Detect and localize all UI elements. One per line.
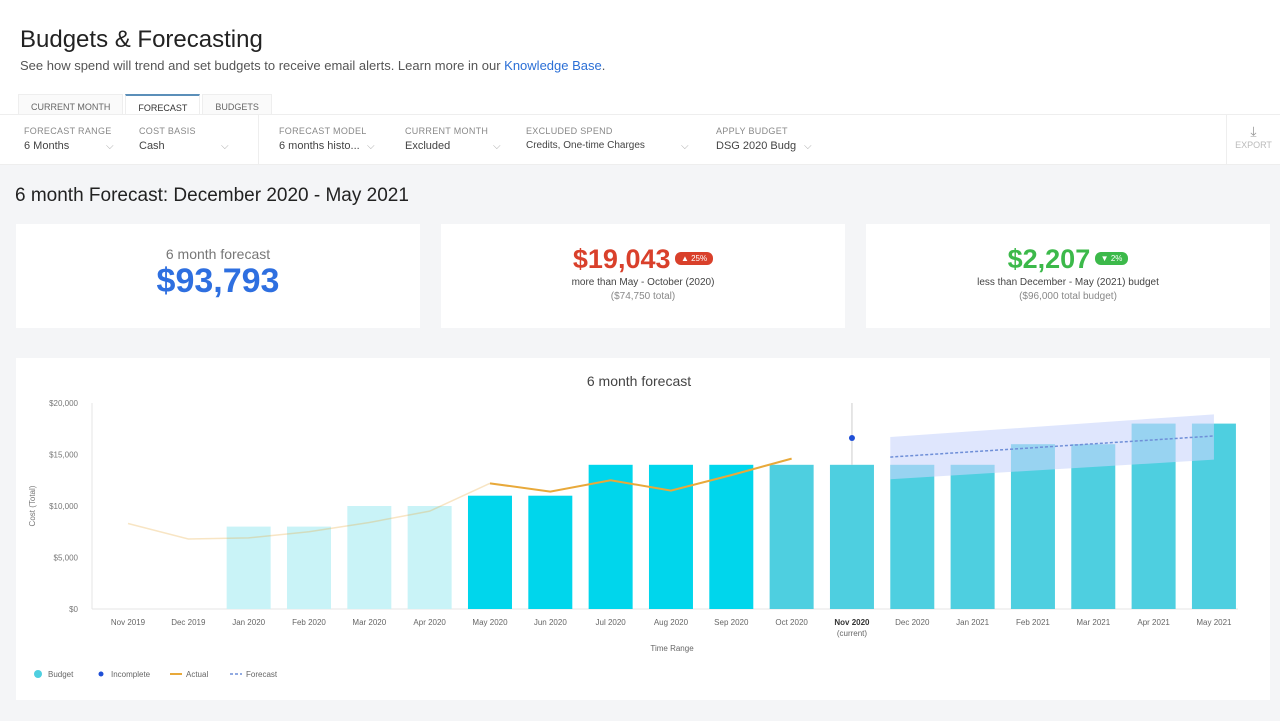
x-tick-label: Nov 2020 — [834, 618, 870, 627]
legend-incomplete-icon — [98, 671, 104, 677]
budget-bar — [709, 464, 754, 609]
budget-bar — [347, 506, 392, 609]
forecast-range-select[interactable]: FORECAST RANGE 6 Months ⌵ — [24, 126, 114, 152]
budget-bar — [467, 495, 512, 609]
section-title: 6 month Forecast: December 2020 - May 20… — [15, 185, 409, 206]
budget-bar — [769, 464, 814, 609]
x-tick-label: Feb 2021 — [1016, 618, 1050, 627]
x-tick-label: Jun 2020 — [534, 618, 567, 627]
actual-line — [489, 457, 792, 493]
x-tick-sublabel: (current) — [837, 629, 868, 638]
chevron-down-icon: ⌵ — [106, 141, 114, 152]
page-title: Budgets & Forecasting — [20, 26, 263, 53]
chevron-down-icon: ⌵ — [493, 141, 501, 152]
x-tick-label: Nov 2019 — [111, 618, 146, 627]
legend-budget-icon — [34, 670, 42, 678]
budget-bar — [1010, 444, 1055, 609]
decrease-badge: ▼ 2% — [1094, 252, 1129, 266]
budget-bar — [588, 464, 633, 609]
x-tick-label: Feb 2020 — [292, 618, 326, 627]
y-tick-label: $15,000 — [49, 451, 78, 460]
x-axis-label: Time Range — [650, 644, 694, 653]
x-tick-label: May 2020 — [472, 618, 508, 627]
chevron-down-icon: ⌵ — [681, 141, 689, 152]
divider — [258, 115, 259, 165]
download-icon: ⤓ — [1250, 123, 1257, 139]
x-tick-label: Jan 2020 — [232, 618, 265, 627]
export-button[interactable]: ⤓ EXPORT — [1226, 115, 1280, 165]
apply-budget-select[interactable]: APPLY BUDGET DSG 2020 Budg ⌵ — [716, 126, 812, 152]
budget-bar — [226, 526, 271, 609]
chevron-down-icon: ⌵ — [367, 141, 375, 152]
budget-bar — [1071, 444, 1116, 609]
budget-bar — [890, 464, 935, 609]
legend-label: Budget — [48, 670, 74, 679]
x-tick-label: Apr 2021 — [1137, 618, 1170, 627]
x-tick-label: Oct 2020 — [775, 618, 808, 627]
x-tick-label: Jul 2020 — [596, 618, 627, 627]
vs-budget-card: $2,207 ▼ 2% less than December - May (20… — [866, 224, 1270, 328]
budget-bar — [528, 495, 573, 609]
x-tick-label: Sep 2020 — [714, 618, 749, 627]
y-tick-label: $0 — [69, 605, 78, 614]
chart-title: 6 month forecast — [587, 373, 691, 389]
forecast-model-select[interactable]: FORECAST MODEL 6 months histo... ⌵ — [279, 126, 375, 152]
legend-label: Incomplete — [111, 670, 151, 679]
y-tick-label: $10,000 — [49, 502, 78, 511]
cost-basis-select[interactable]: COST BASIS Cash ⌵ — [139, 126, 229, 152]
header-area: Budgets & Forecasting See how spend will… — [0, 0, 1280, 165]
x-tick-label: Aug 2020 — [654, 618, 689, 627]
budget-bar — [829, 464, 874, 609]
increase-badge: ▲ 25% — [674, 252, 714, 266]
x-tick-label: Mar 2020 — [352, 618, 386, 627]
budget-bar — [950, 464, 995, 609]
budget-bar — [407, 506, 452, 609]
excluded-spend-select[interactable]: EXCLUDED SPEND Credits, One-time Charges ⌵ — [526, 126, 689, 152]
forecast-total-card: 6 month forecast $93,793 — [16, 224, 420, 328]
chevron-down-icon: ⌵ — [221, 141, 229, 152]
budget-bar — [286, 526, 331, 609]
x-tick-label: Mar 2021 — [1076, 618, 1110, 627]
legend-label: Forecast — [246, 670, 278, 679]
forecast-chart: 6 month forecast $0 $5,000 $10,000 $15,000 $2… — [28, 373, 1238, 679]
y-tick-label: $5,000 — [54, 554, 79, 563]
x-tick-label: Dec 2020 — [895, 618, 930, 627]
x-tick-label: Apr 2020 — [413, 618, 446, 627]
legend-label: Actual — [186, 670, 208, 679]
actual-line-faded — [127, 482, 491, 540]
x-tick-label: Jan 2021 — [956, 618, 989, 627]
x-tick-label: Dec 2019 — [171, 618, 206, 627]
x-tick-label: May 2021 — [1196, 618, 1232, 627]
forecast-line — [890, 435, 1214, 458]
page-subtitle: See how spend will trend and set budgets… — [20, 58, 606, 73]
knowledge-base-link[interactable]: Knowledge Base — [504, 58, 602, 73]
vs-previous-card: $19,043 ▲ 25% more than May - October (2… — [441, 224, 845, 328]
current-month-select[interactable]: CURRENT MONTH Excluded ⌵ — [405, 126, 501, 152]
forecast-chart-card: 6 month forecast $0 $5,000 $10,000 $15,000 $2… — [16, 358, 1270, 700]
incomplete-point — [848, 435, 855, 442]
filter-bar: FORECAST RANGE 6 Months ⌵ COST BASIS Cash ⌵ … — [0, 114, 1280, 165]
y-tick-label: $20,000 — [49, 399, 78, 408]
y-axis-label: Cost (Total) — [28, 485, 37, 526]
chevron-down-icon: ⌵ — [804, 141, 812, 152]
